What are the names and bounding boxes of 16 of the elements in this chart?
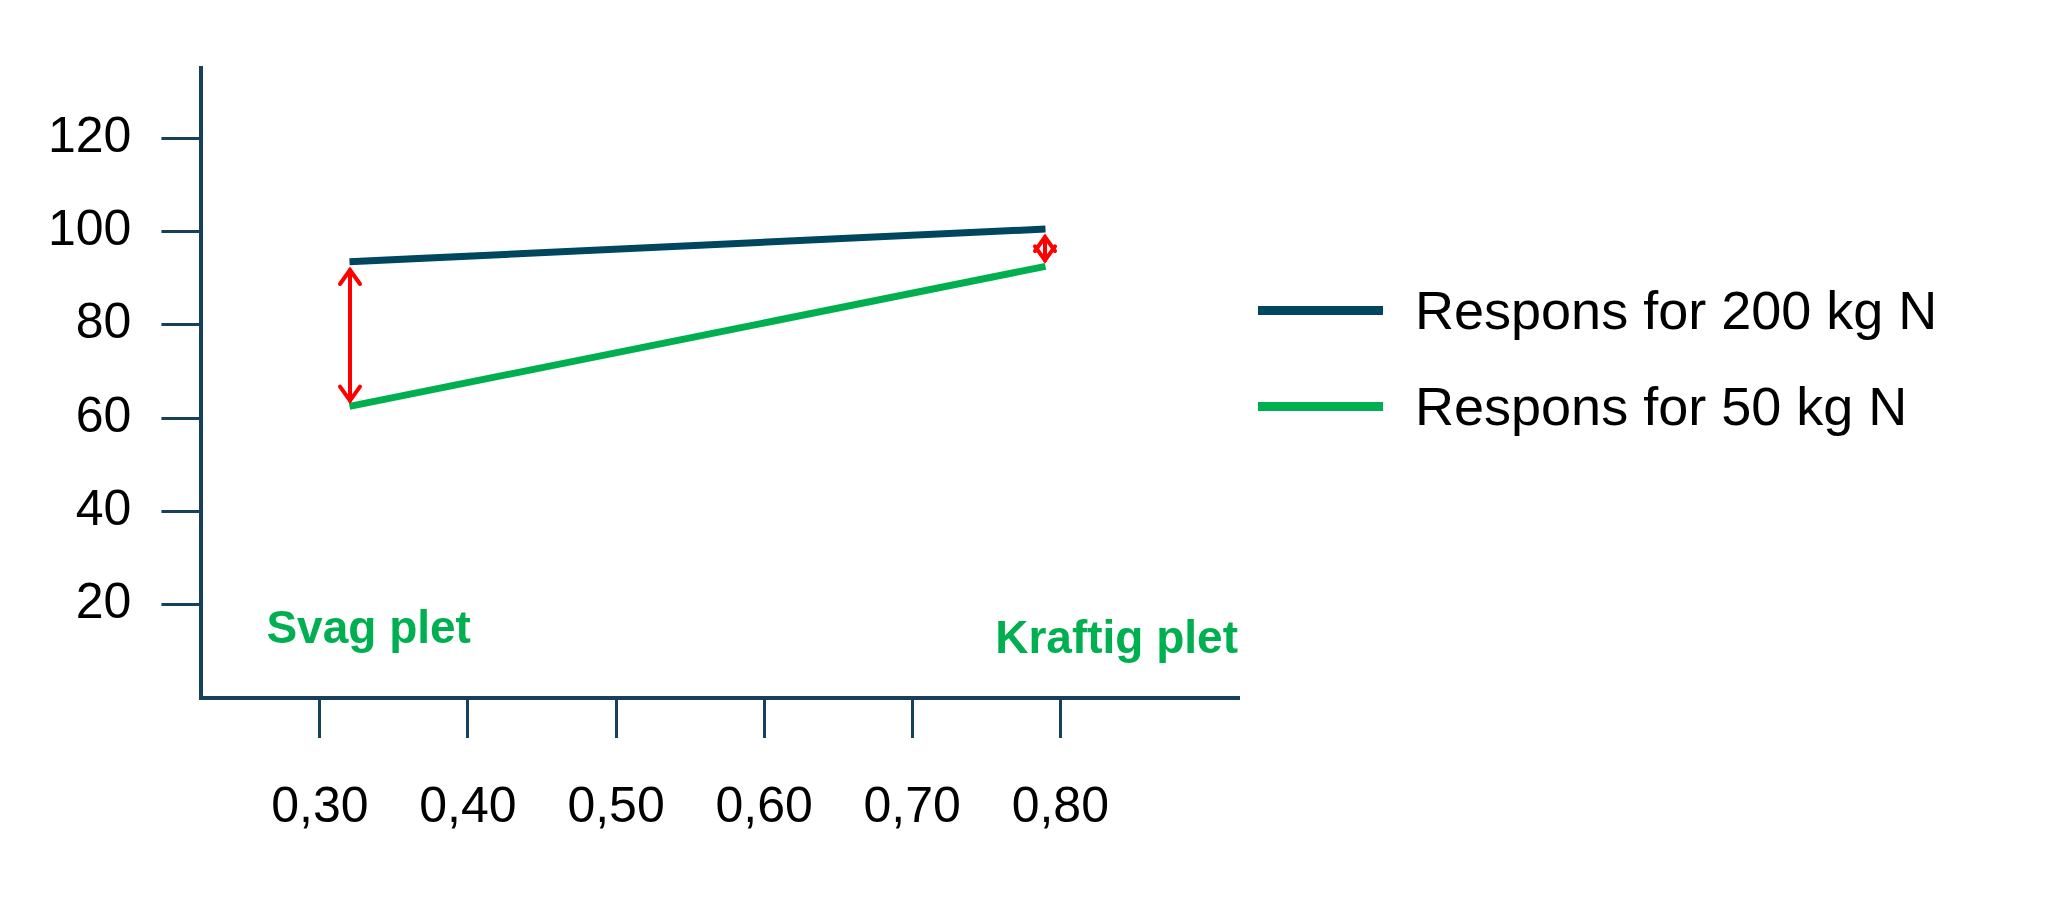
y-tick-label: 40: [75, 480, 132, 537]
y-tick-label: 100: [47, 200, 132, 257]
y-tick-label: 120: [47, 106, 132, 163]
legend-label: Respons for 200 kg N: [1415, 279, 1938, 341]
annotation: Svag plet: [266, 600, 471, 653]
x-tick-label: 0,80: [1011, 776, 1109, 833]
annotation: Kraftig plet: [995, 610, 1238, 663]
x-tick-label: 0,30: [271, 776, 369, 833]
x-tick-label: 0,50: [567, 776, 665, 833]
legend-label: Respons for 50 kg N: [1415, 375, 1908, 437]
y-tick-label: 80: [75, 293, 132, 350]
x-tick-label: 0,60: [715, 776, 813, 833]
x-tick-label: 0,40: [419, 776, 517, 833]
x-tick-label: 0,70: [863, 776, 961, 833]
y-tick-label: 20: [75, 573, 132, 630]
y-tick-label: 60: [75, 386, 132, 443]
